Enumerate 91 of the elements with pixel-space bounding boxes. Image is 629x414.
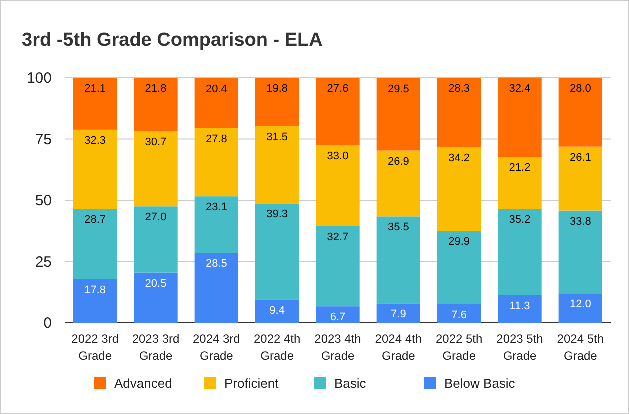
bar [255,300,300,323]
data-label: 32.7 [327,231,349,244]
y-tick-label: 75 [35,131,52,148]
data-label: 32.4 [509,82,531,95]
data-label: 35.2 [509,214,531,226]
bar [194,253,239,323]
data-label: 20.4 [206,83,228,96]
data-label: 9.4 [270,304,285,317]
bar [134,78,178,132]
bar [437,78,482,148]
legend-label: Below Basic [444,376,516,391]
bar [498,78,542,158]
x-tick-label: 2023 4th Grade [314,332,362,363]
x-tick-label: 2023 3rd Grade [132,332,180,363]
y-tick-label: 0 [44,315,52,332]
bar [73,78,118,130]
bar [376,150,421,217]
bar [316,146,360,226]
data-label: 28.3 [448,83,470,95]
bar [316,226,360,307]
y-tick-label: 25 [35,254,52,271]
data-label: 17.8 [84,284,106,296]
data-label: 7.6 [452,309,467,322]
y-tick-label: 100 [26,70,52,87]
data-label: 12.0 [570,298,592,311]
bar [376,216,421,304]
data-label: 21.1 [84,83,106,96]
data-label: 26.1 [570,152,592,164]
bar [558,78,603,147]
x-tick-label: 2024 3rd Grade [192,332,240,363]
data-label: 11.3 [510,300,530,312]
bar [73,130,118,210]
data-label: 33.0 [327,150,349,163]
data-label: 27.8 [206,133,228,146]
data-label: 32.3 [84,134,106,147]
data-label: 30.7 [145,136,167,148]
bar [498,209,542,296]
data-label: 33.8 [570,216,592,228]
bar [194,196,239,254]
legend-label: Advanced [114,376,172,391]
data-label: 26.9 [388,156,410,168]
bar [437,304,482,323]
x-tick-label: 2022 4th Grade [254,332,301,363]
bar [255,78,300,127]
data-label: 39.3 [266,208,288,221]
data-label: 28.5 [206,258,228,270]
data-label: 29.9 [448,236,470,248]
data-label: 20.5 [145,278,167,290]
x-tick-label: 2023 5th Grade [496,332,544,363]
bar [316,78,360,146]
bar [73,209,118,280]
data-label: 28.7 [84,214,106,226]
data-label: 34.2 [448,152,470,164]
x-tick-label: 2022 5th Grade [436,332,483,363]
data-label: 31.5 [266,132,288,144]
bar [316,306,360,323]
bar [194,78,239,128]
x-tick-label: 2024 4th Grade [375,332,422,363]
bar [255,204,300,300]
bar [558,294,603,323]
bar [194,128,239,197]
data-label: 28.0 [570,83,592,96]
data-label: 27.0 [145,212,167,224]
legend-label: Basic [334,376,367,391]
data-label: 27.6 [327,83,349,95]
data-label: 7.9 [391,308,406,321]
bar [437,231,482,304]
data-label: 21.8 [145,83,167,95]
data-label: 35.5 [388,222,410,234]
x-tick-label: 2022 3rd Grade [72,332,120,363]
bar [73,279,118,323]
bar [134,131,178,207]
x-tick-label: 2024 5th Grade [557,332,604,363]
bar [255,126,300,204]
data-label: 23.1 [206,202,228,214]
y-tick-label: 50 [35,192,52,210]
data-label: 21.2 [509,162,531,174]
bar [376,78,421,151]
data-label: 19.8 [266,83,288,95]
bar [134,272,178,323]
bar [558,146,603,211]
legend-label: Proficient [224,376,280,391]
chart-title: 3rd -5th Grade Comparison - ELA [22,30,324,51]
data-label: 29.5 [388,83,410,96]
bar [437,147,482,232]
bar [376,304,421,323]
data-label: 6.7 [330,312,346,324]
bar [134,206,178,273]
bar [558,210,603,294]
bar [498,157,542,210]
bar [498,295,542,323]
